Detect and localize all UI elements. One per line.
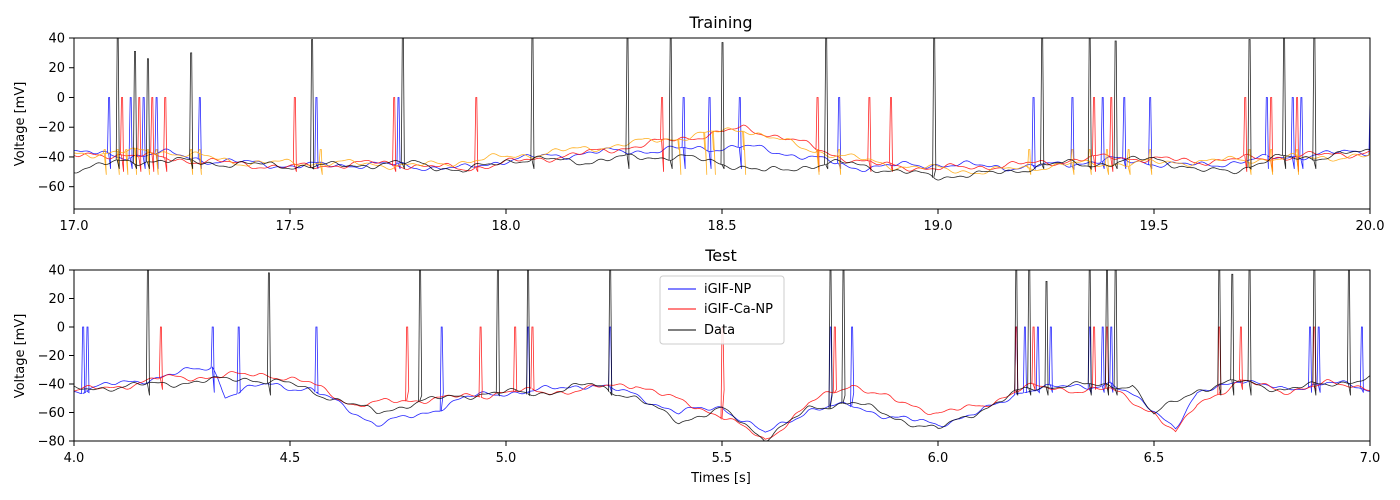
- legend: iGIF-NP iGIF-Ca-NP Data: [659, 275, 785, 345]
- training-x-tick-label: 17.5: [276, 219, 305, 234]
- training-x-tick-label: 20.0: [1356, 219, 1385, 234]
- legend-label-data: Data: [704, 323, 735, 338]
- test-axes: 4.0 4.5 5.0 5.5 6.0 6.5 7.0 −80 −60 −40 −20 0 20 40: [38, 264, 1381, 467]
- legend-label-igif-ca-np: iGIF-Ca-NP: [704, 302, 773, 317]
- test-x-tick-label: 5.5: [712, 451, 733, 466]
- training-series-layer: [74, 38, 1370, 181]
- training-axes: 17.0 17.5 18.0 18.5 19.0 19.5 20.0 −60 −40 −20 0 20…: [38, 32, 1385, 235]
- legend-box: [659, 275, 785, 345]
- test-title: Test: [704, 246, 737, 265]
- test-y-tick-label: −80: [38, 435, 65, 450]
- test-y-tick-label: 40: [48, 264, 65, 279]
- test-x-tick-label: 4.5: [280, 451, 301, 466]
- test-panel: Test Voltage [mV] 4.0 4.5 5.0 5.5 6.0 6.5 7.0 −…: [13, 246, 1380, 486]
- test-y-tick-label: 0: [57, 321, 65, 336]
- test-y-tick-label: −20: [38, 349, 65, 364]
- test-x-tick-label: 5.0: [496, 451, 517, 466]
- legend-label-igif-np: iGIF-NP: [704, 282, 751, 297]
- training-x-tick-label: 19.5: [1140, 219, 1169, 234]
- training-x-tick-label: 19.0: [924, 219, 953, 234]
- test-x-tick-label: 4.0: [64, 451, 85, 466]
- training-y-tick-label: 20: [48, 61, 65, 76]
- training-series-3-trace: [74, 38, 1370, 181]
- test-igif-ca-np-trace: [74, 326, 1370, 440]
- training-y-tick-label: −20: [38, 121, 65, 136]
- training-y-tick-label: 0: [57, 91, 65, 106]
- training-x-tick-label: 18.0: [492, 219, 521, 234]
- test-x-tick-label: 6.5: [1144, 451, 1165, 466]
- training-y-tick-label: −40: [38, 150, 65, 165]
- test-y-tick-label: −60: [38, 406, 65, 421]
- test-data-trace: [74, 270, 1370, 441]
- training-x-tick-label: 18.5: [708, 219, 737, 234]
- training-x-tick-label: 17.0: [60, 219, 89, 234]
- test-xlabel: Times [s]: [690, 471, 751, 486]
- training-y-tick-label: 40: [48, 32, 65, 47]
- test-y-tick-label: −40: [38, 378, 65, 393]
- training-panel: Training Voltage [mV] 17.0 17.5 18.0 18.5 19…: [13, 13, 1384, 234]
- training-ylabel: Voltage [mV]: [13, 82, 28, 167]
- training-series-0-trace: [74, 97, 1370, 173]
- test-x-tick-label: 6.0: [928, 451, 949, 466]
- test-ylabel: Voltage [mV]: [13, 314, 28, 399]
- test-y-tick-label: 20: [48, 292, 65, 307]
- test-x-tick-label: 7.0: [1360, 451, 1381, 466]
- training-title: Training: [688, 13, 752, 32]
- training-y-tick-label: −60: [38, 180, 65, 195]
- test-series-layer: [74, 270, 1370, 441]
